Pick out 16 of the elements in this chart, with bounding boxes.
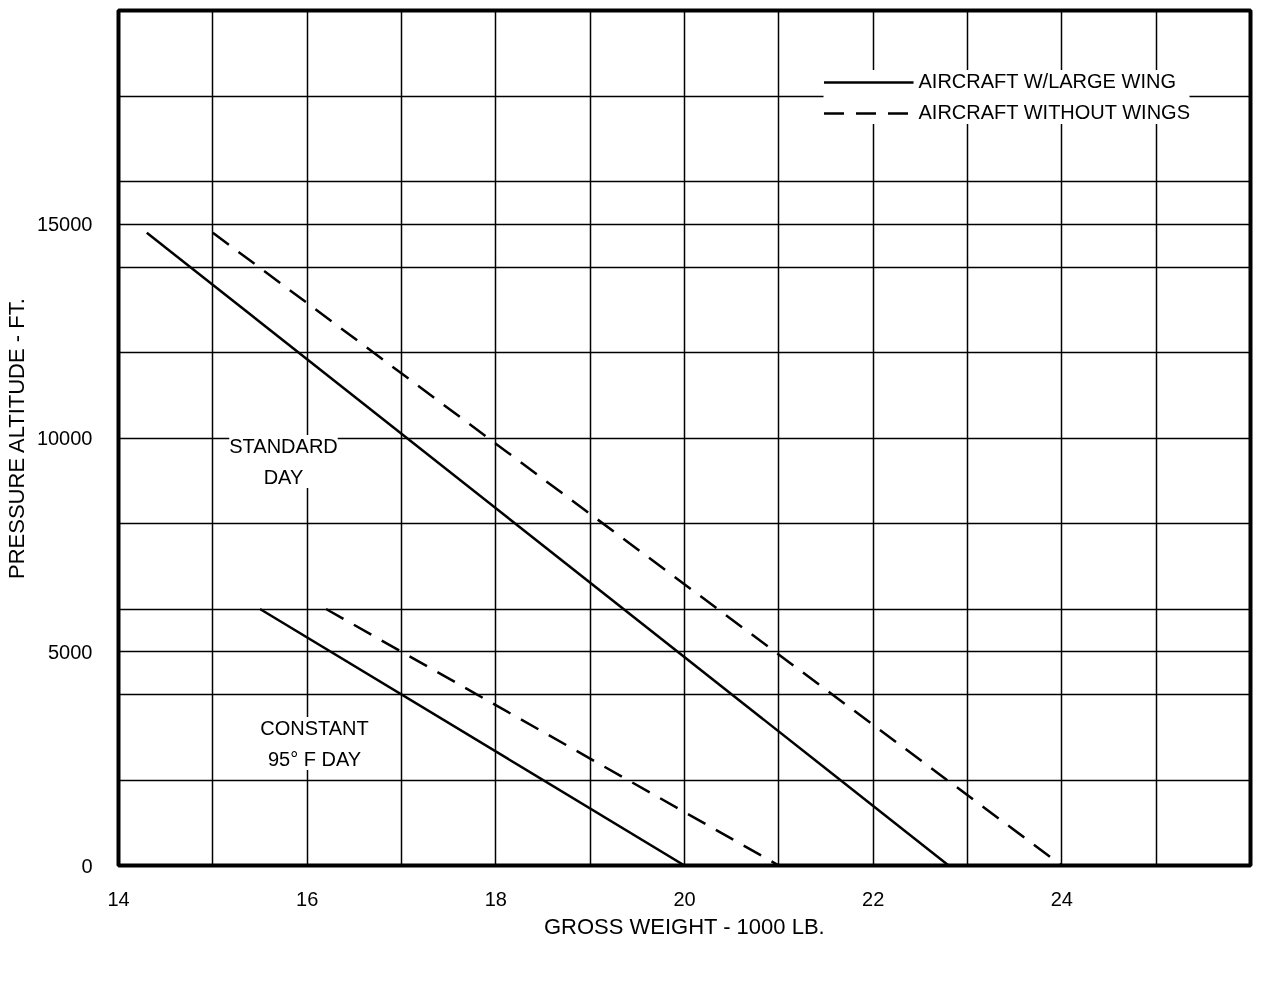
x-tick-label: 24 <box>1050 887 1073 910</box>
x-tick-label: 16 <box>296 887 319 910</box>
annotation: STANDARD DAY <box>229 435 338 488</box>
y-tick-label: 10000 <box>36 427 93 449</box>
y-tick-label: 5000 <box>48 640 93 663</box>
legend-label: AIRCRAFT W/LARGE WING <box>918 70 1176 93</box>
y-axis-title: PRESSURE ALTITUDE - FT. <box>3 298 29 579</box>
y-tick-label: 0 <box>81 854 93 877</box>
annotation: CONSTANT 95° F DAY <box>260 717 369 770</box>
x-tick-label: 14 <box>107 887 130 910</box>
x-axis-title: GROSS WEIGHT - 1000 LB. <box>543 913 825 939</box>
legend-label: AIRCRAFT WITHOUT WINGS <box>918 101 1190 124</box>
x-tick-label: 22 <box>862 887 885 910</box>
x-tick-label: 18 <box>484 887 507 910</box>
x-tick-label: 20 <box>673 887 696 910</box>
y-tick-label: 15000 <box>36 213 93 236</box>
